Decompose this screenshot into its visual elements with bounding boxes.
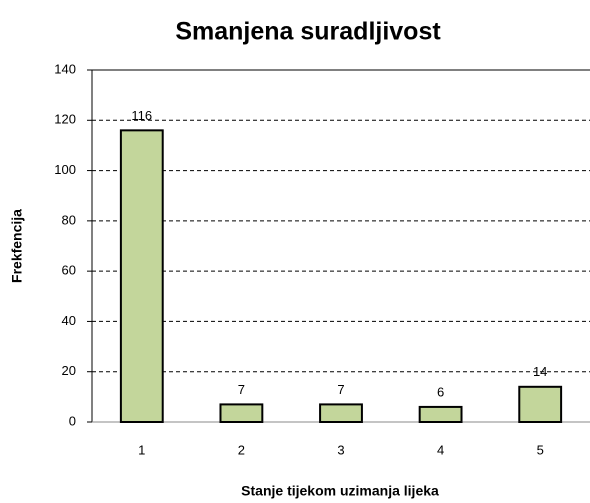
y-tick-label: 0 [69,413,76,428]
bar [518,385,563,423]
y-tick-label: 80 [62,212,76,227]
x-tick-label: 4 [437,442,444,457]
x-tick-label: 5 [537,442,544,457]
bar [219,403,264,423]
x-tick-label: 1 [138,442,145,457]
data-label: 6 [437,384,444,399]
data-label: 116 [131,108,152,123]
y-tick-label: 140 [54,61,76,76]
y-tick-label: 20 [62,363,76,378]
y-tick-label: 120 [54,112,76,127]
bar [418,405,463,423]
data-label: 7 [337,382,344,397]
bar [319,403,363,423]
chart-title: Smanjena suradljivost [175,18,441,46]
x-tick-label: 2 [238,442,245,457]
bar [119,129,164,423]
y-tick-label: 40 [62,313,76,328]
y-tick-label: 100 [54,162,76,177]
data-label: 7 [238,382,245,397]
y-tick-label: 60 [62,263,76,278]
data-label: 14 [533,364,547,379]
x-axis-title: Stanje tijekom uzimanja lijeka [241,483,439,499]
x-tick-label: 3 [337,442,344,457]
y-axis-title: Frekfencija [9,209,25,283]
